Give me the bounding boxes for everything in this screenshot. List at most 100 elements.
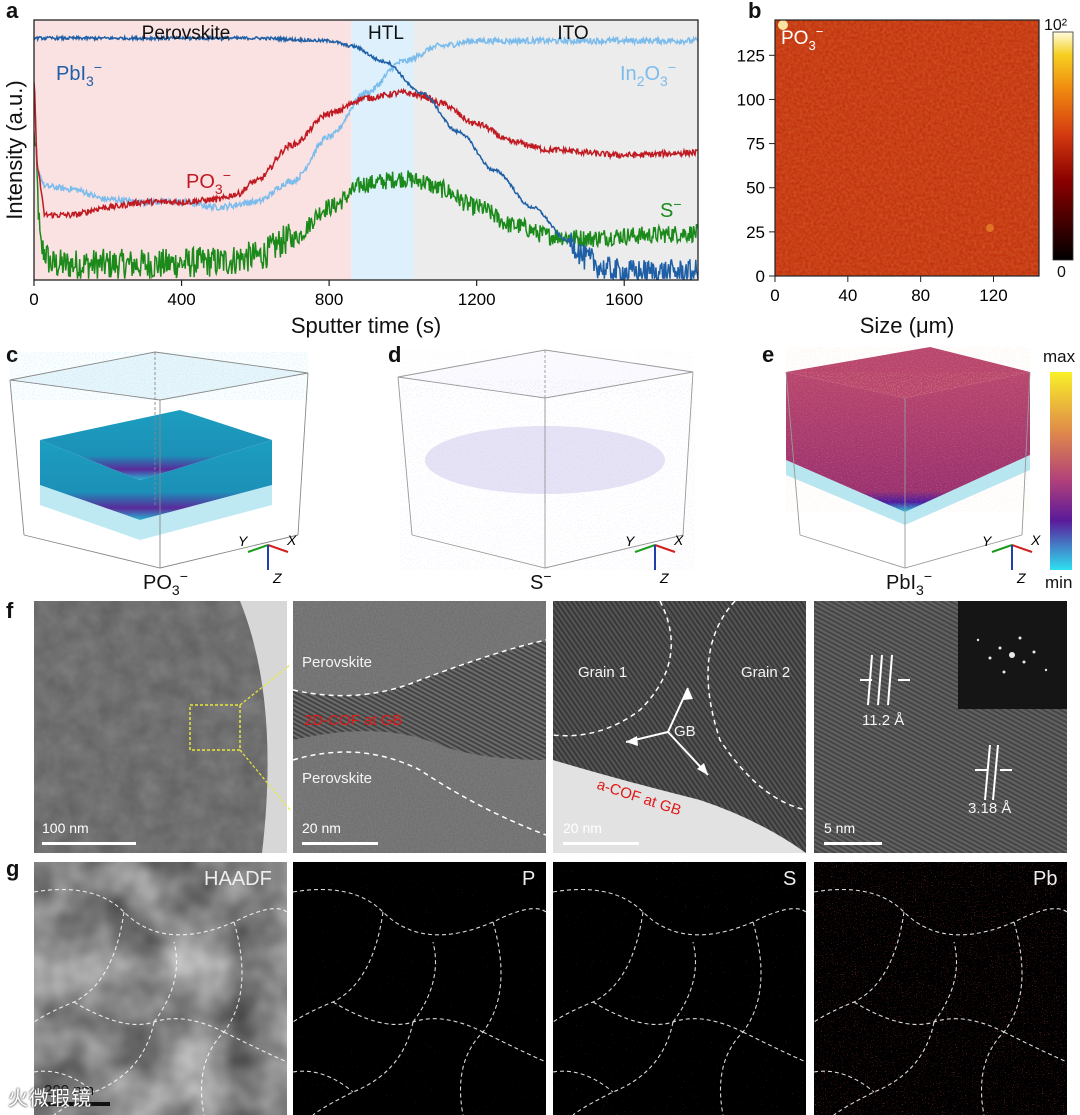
series-label-in2o3: In2O3−: [620, 59, 676, 89]
heatmap-b-title: PO3−: [781, 24, 823, 53]
label-a-cof: a-COF at GB: [594, 776, 684, 820]
heatmap-b-xlabel: Size (μm): [860, 313, 955, 338]
panel-label-b: b: [748, 0, 762, 23]
b-y-tick-label: 25: [746, 223, 765, 242]
series-line-in2o3: [34, 35, 698, 213]
label-d-spacing-2: 3.18 Å: [968, 800, 1012, 817]
axes-gizmo-d: Y X Z: [625, 532, 684, 586]
x-tick-label: 800: [315, 290, 343, 309]
region-htl: [351, 20, 414, 280]
b-x-tick-label: 120: [979, 286, 1007, 305]
heatmap-b-texture: [775, 20, 1039, 276]
svg-text:Z: Z: [1016, 570, 1026, 586]
scale-text-f1: 100 nm: [42, 820, 89, 836]
axes-gizmo-c: Y X Z: [238, 532, 297, 586]
region-label-htl: HTL: [368, 23, 404, 44]
svg-text:Z: Z: [659, 570, 669, 586]
series-label-pbi3: PbI3−: [56, 59, 102, 89]
tem-image-1: [34, 601, 291, 853]
tem-image-4: [814, 601, 1067, 853]
scale-bar-f2: [302, 842, 378, 845]
svg-text:Z: Z: [272, 570, 282, 586]
b-x-tick-label: 0: [770, 286, 779, 305]
eds-pb-map: [813, 862, 1068, 1115]
scale-bar-f3: [563, 842, 639, 845]
b-x-tick-label: 40: [838, 286, 857, 305]
heatmap-b-base: [775, 20, 1039, 276]
series-line-s: [34, 132, 698, 279]
label-perovskite-top: Perovskite: [302, 654, 373, 671]
b-x-tick-label: 80: [911, 286, 930, 305]
cube-e-label: PbI3−: [886, 568, 932, 598]
panel-label-f: f: [6, 598, 14, 623]
series-label-po3: PO3−: [186, 167, 231, 197]
eds-p-map: [292, 862, 547, 1115]
cube-e: [785, 347, 1031, 569]
axes-gizmo-e: Y X Z: [982, 532, 1041, 586]
label-grain-1: Grain 1: [578, 664, 628, 681]
region-label-perovskite: Perovskite: [142, 23, 231, 44]
b-y-tick-label: 50: [746, 179, 765, 198]
label-eds-p: P: [522, 868, 536, 890]
chart-a-ylabel: Intensity (a.u.): [2, 80, 27, 219]
eds-s-map: [552, 862, 807, 1115]
scale-text-f2: 20 nm: [302, 820, 341, 836]
x-tick-label: 0: [29, 290, 38, 309]
x-tick-label: 1600: [605, 290, 643, 309]
scale-bar-f1: [42, 842, 136, 845]
heatmap-b-colorbar: [1052, 31, 1074, 261]
heatmap-b-colorbar-bottom: 0: [1057, 264, 1066, 281]
panel-label-g: g: [6, 856, 20, 881]
series-label-s: S−: [660, 196, 682, 222]
label-d-spacing-1: 11.2 Å: [862, 712, 905, 729]
label-2d-cof: 2D-COF at GB: [304, 712, 403, 729]
watermark-text: 火微瑕镜: [8, 1088, 92, 1110]
label-eds-s: S: [783, 868, 797, 890]
b-y-tick-label: 75: [746, 135, 765, 154]
region-perovskite: [34, 20, 352, 280]
region-label-ito: ITO: [557, 23, 588, 44]
haadf-map: [33, 862, 288, 1115]
cube-e-colorbar: [1050, 372, 1072, 570]
heatmap-b-colorbar-top: 10²: [1044, 17, 1068, 34]
b-y-tick-label: 125: [737, 46, 765, 65]
label-gb: GB: [674, 723, 696, 740]
label-eds-pb: Pb: [1033, 868, 1058, 890]
svg-text:Y: Y: [982, 533, 993, 549]
cube-e-colorbar-min: min: [1045, 573, 1072, 592]
scale-bar-f4: [824, 842, 882, 845]
cube-c-label: PO3−: [143, 568, 188, 598]
label-grain-2: Grain 2: [741, 664, 791, 681]
region-ito: [413, 20, 698, 280]
x-tick-label: 400: [167, 290, 195, 309]
cube-c: [9, 351, 309, 569]
panel-label-e: e: [762, 342, 775, 367]
svg-text:Y: Y: [238, 533, 249, 549]
panel-label-c: c: [6, 342, 19, 367]
chart-a-xlabel: Sputter time (s): [291, 313, 441, 338]
scale-text-g: 200 nm: [44, 1082, 95, 1099]
series-line-po3: [34, 82, 698, 220]
x-tick-label: 1200: [458, 290, 496, 309]
svg-text:X: X: [673, 532, 684, 548]
b-y-tick-label: 100: [737, 90, 765, 109]
scale-text-f3: 20 nm: [563, 820, 602, 836]
series-line-pbi3: [34, 33, 698, 280]
panel-label-a: a: [6, 0, 19, 23]
b-y-tick-label: 0: [756, 267, 765, 286]
label-perovskite-bottom: Perovskite: [302, 770, 373, 787]
cube-e-colorbar-max: max: [1043, 347, 1076, 366]
cube-d-label: S−: [530, 568, 552, 594]
scale-text-f4: 5 nm: [824, 820, 856, 836]
panel-label-d: d: [388, 342, 402, 367]
svg-text:X: X: [286, 532, 297, 548]
cube-d: [397, 349, 695, 570]
chart-a-frame: [33, 19, 699, 281]
label-haadf: HAADF: [204, 868, 272, 890]
svg-text:Y: Y: [625, 533, 636, 549]
svg-text:X: X: [1030, 532, 1041, 548]
